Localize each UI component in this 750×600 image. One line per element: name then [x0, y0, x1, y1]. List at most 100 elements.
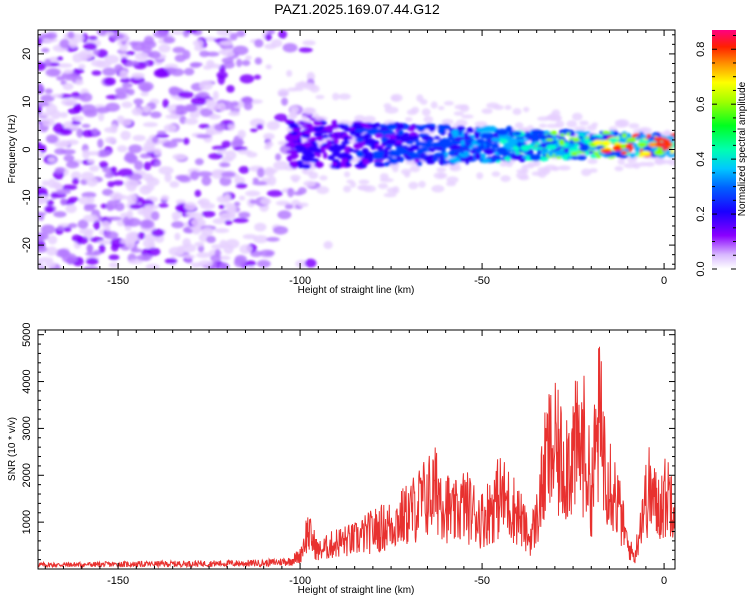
spectrogram-cell — [474, 152, 482, 160]
spectrogram-cell — [195, 134, 212, 139]
spectrogram-cell — [206, 102, 221, 111]
spectrogram-cell — [362, 185, 376, 193]
spectrogram-cell — [601, 140, 612, 146]
spectrogram-cell — [44, 88, 53, 94]
spectrogram-cell — [316, 186, 330, 195]
spectrogram-cell — [301, 164, 311, 170]
spectrogram-cell — [238, 211, 251, 219]
spectrogram-cell — [581, 168, 592, 177]
spectrogram-cell — [287, 187, 295, 198]
spectrogram-cell — [60, 198, 67, 206]
spectrogram-cell — [229, 32, 238, 41]
spectrogram-cell — [286, 149, 298, 154]
spectrogram-cell — [316, 152, 321, 158]
spectrogram-cell — [238, 165, 250, 174]
spectrogram-cell — [537, 149, 542, 156]
spectrogram-cell — [184, 258, 193, 264]
spectrogram-cell — [151, 136, 159, 144]
snr-y-tick-label: 5000 — [21, 322, 33, 346]
spectrogram-cell — [558, 139, 565, 146]
spectrogram-cell — [91, 128, 99, 136]
spectrogram-cell — [277, 88, 290, 97]
spectrogram-cell — [128, 173, 143, 181]
spectrogram-cell — [424, 141, 433, 149]
spectrogram-cell — [442, 141, 447, 145]
spectrogram-cell — [504, 156, 512, 161]
spectrogram-cell — [256, 167, 265, 178]
spectrogram-cell — [106, 216, 123, 221]
spectrogram-y-tick-label: 20 — [21, 48, 33, 60]
spectrogram-cell — [212, 218, 226, 225]
spectrogram-cell — [81, 191, 97, 199]
spectrogram-cell — [256, 123, 264, 130]
spectrogram-cell — [219, 212, 235, 221]
spectrogram-cell — [207, 63, 221, 69]
spectrogram-cell — [44, 261, 57, 269]
spectrogram-cell — [232, 217, 249, 224]
spectrogram-cell — [298, 121, 309, 125]
spectrogram-cell — [322, 151, 328, 159]
spectrogram-cell — [230, 101, 239, 107]
spectrogram-x-tick-label: -100 — [289, 275, 311, 287]
spectrogram-cell — [110, 166, 117, 173]
spectrogram-cell — [293, 86, 305, 92]
spectrogram-cell — [119, 69, 129, 79]
spectrogram-cell — [38, 260, 44, 269]
spectrogram-cell — [78, 63, 86, 70]
spectrogram-cell — [38, 83, 44, 92]
spectrogram-cell — [148, 50, 161, 59]
spectrogram-y-axis-title: Frequency (Hz) — [7, 115, 18, 184]
spectrogram-cell — [302, 158, 313, 163]
spectrogram-cell — [620, 150, 628, 155]
spectrogram-cell — [634, 146, 641, 153]
spectrogram-cell — [405, 146, 417, 151]
spectrogram-cell — [132, 134, 146, 142]
spectrogram-cell — [331, 124, 339, 130]
spectrogram-cell — [106, 199, 118, 210]
spectrogram-cell — [99, 161, 109, 169]
spectrogram-cell — [153, 30, 169, 38]
spectrogram-cell — [300, 115, 308, 120]
spectrogram-cell — [453, 136, 464, 141]
spectrogram-cell — [562, 153, 568, 161]
spectrogram-cell — [463, 135, 472, 140]
spectrogram-x-tick-label: -150 — [107, 275, 129, 287]
spectrogram-cell — [259, 249, 275, 257]
spectrogram-cell — [632, 143, 638, 148]
spectrogram-cell — [272, 225, 289, 235]
spectrogram-cell — [655, 142, 666, 148]
spectrogram-cell — [648, 142, 659, 148]
spectrogram-cell — [480, 153, 486, 160]
spectrogram-cell — [645, 161, 655, 167]
spectrogram-cell — [354, 114, 366, 123]
spectrogram-cell — [503, 143, 513, 150]
spectrogram-cell — [522, 155, 528, 159]
spectrogram-cell — [431, 142, 443, 149]
spectrogram-cell — [71, 92, 81, 97]
spectrogram-cell — [226, 85, 235, 93]
spectrogram-cell — [211, 169, 225, 180]
spectrogram-cell — [665, 135, 675, 140]
spectrogram-cell — [121, 82, 133, 89]
spectrogram-cell — [162, 98, 169, 108]
spectrogram-cell — [483, 148, 494, 155]
spectrogram-cell — [120, 57, 128, 64]
spectrogram-cell — [38, 112, 53, 117]
spectrogram-cell — [260, 197, 272, 205]
spectrogram-cell — [332, 158, 340, 163]
spectrogram-cell — [128, 144, 143, 154]
spectrogram-y-ticks: -20 -10 0 10 20 — [21, 34, 675, 265]
spectrogram-cell — [150, 210, 160, 221]
spectrogram-cell — [640, 134, 648, 139]
spectrogram-cell — [282, 42, 298, 53]
spectrogram-cell — [206, 51, 220, 57]
spectrogram-x-ticks: -150 -100 -50 0 — [44, 30, 667, 287]
spectrogram-cell — [155, 133, 170, 138]
spectrogram-cell — [423, 156, 430, 162]
spectrogram-cell — [348, 126, 356, 130]
spectrogram-cell — [110, 123, 118, 134]
spectrogram-cell — [115, 92, 127, 100]
spectrogram-cell — [499, 139, 506, 145]
spectrogram-cell — [293, 123, 300, 129]
